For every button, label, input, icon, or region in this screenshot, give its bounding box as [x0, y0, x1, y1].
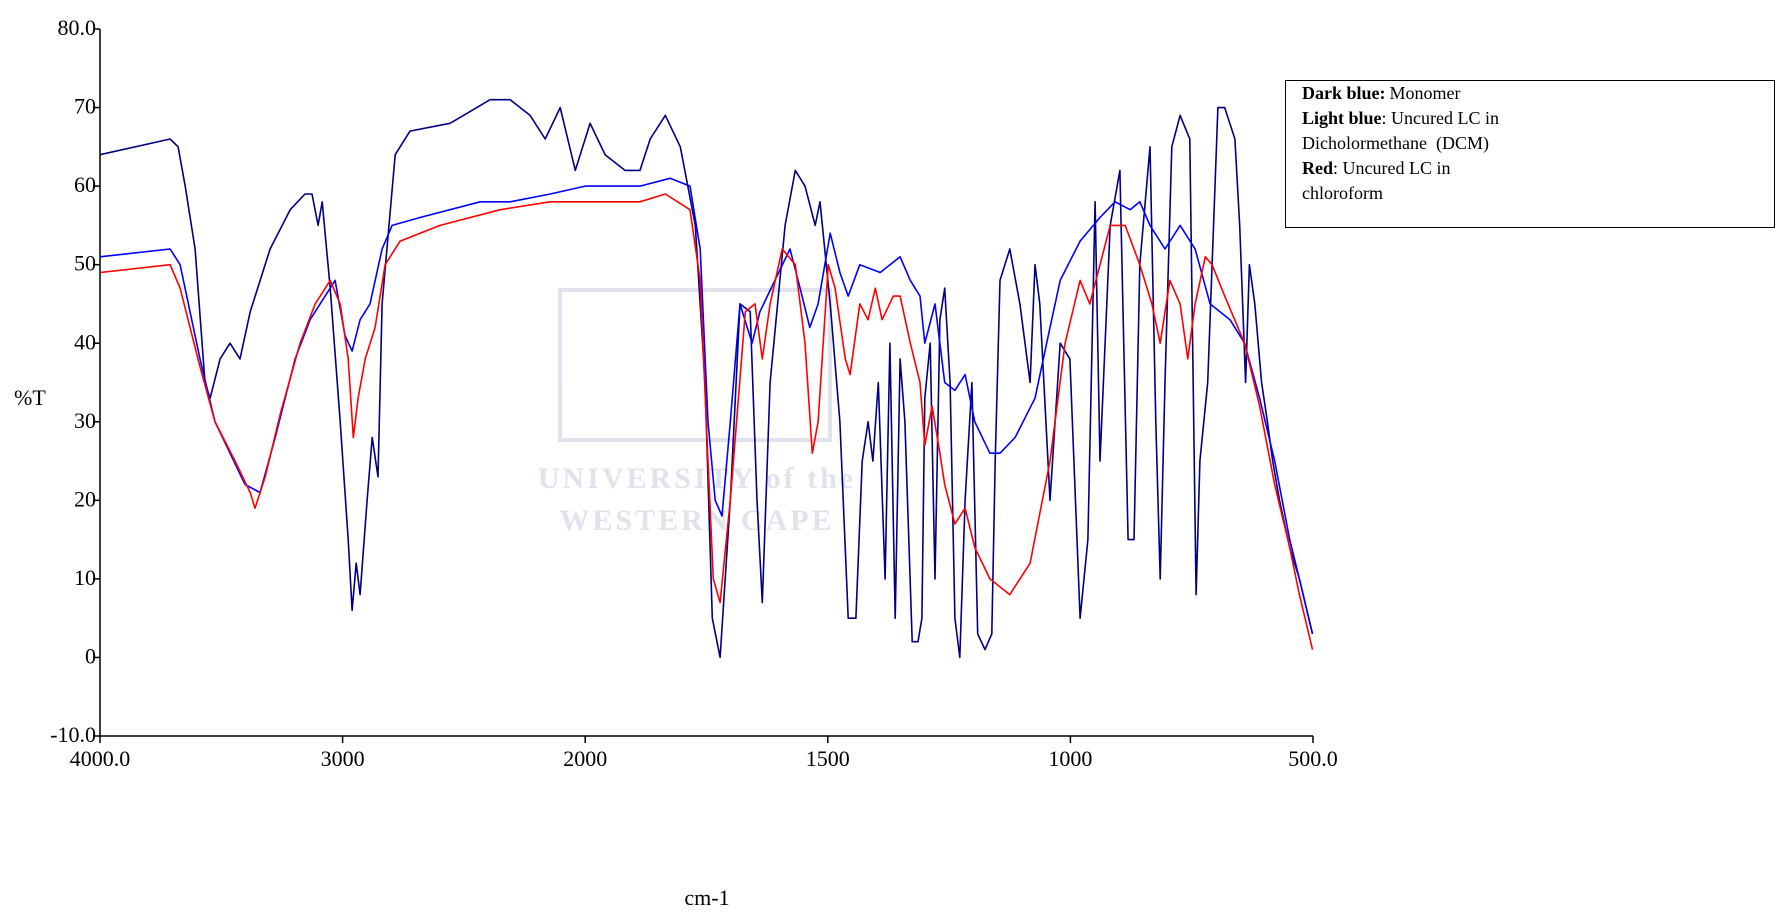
- y-tick-label: 70: [74, 94, 96, 119]
- legend-entry: Red: Uncured LC in chloroform: [1302, 156, 1517, 206]
- legend-key: Light blue: [1302, 108, 1382, 128]
- y-tick-label: 80.0: [58, 15, 97, 40]
- x-axis-label: cm-1: [684, 885, 729, 910]
- series-line: [99, 98, 1314, 659]
- legend-label: : Uncured LC in Dicholormethane (DCM): [1302, 108, 1504, 153]
- x-tick-label: 1500: [806, 746, 850, 771]
- series-line: [99, 193, 1314, 650]
- watermark-building: [558, 288, 832, 442]
- y-tick-label: 40: [74, 329, 96, 354]
- x-tick-label: 500.0: [1288, 746, 1338, 771]
- watermark-text: UNIVERSITY of the: [538, 462, 856, 495]
- y-axis-label: %T: [14, 385, 46, 410]
- legend-entry: Dark blue: Monomer: [1302, 81, 1517, 106]
- legend-label: Monomer: [1389, 83, 1461, 103]
- y-tick-label: 10: [74, 565, 96, 590]
- x-tick-label: 2000: [563, 746, 607, 771]
- y-tick-label: 0: [85, 643, 96, 668]
- y-tick-label: -10.0: [50, 722, 96, 747]
- legend-key: Red: [1302, 158, 1333, 178]
- watermark-text: WESTERN CAPE: [559, 504, 834, 537]
- watermark: UNIVERSITY of the WESTERN CAPE: [538, 288, 856, 537]
- y-tick-label: 30: [74, 408, 96, 433]
- legend: Dark blue: Monomer Light blue: Uncured LC …: [1285, 80, 1775, 228]
- y-tick-label: 60: [74, 172, 96, 197]
- x-tick-label: 4000.0: [70, 746, 131, 771]
- y-tick-label: 20: [74, 486, 96, 511]
- y-tick-label: 50: [74, 251, 96, 276]
- legend-key: Dark blue:: [1302, 83, 1386, 103]
- legend-label: : Uncured LC in chloroform: [1302, 158, 1455, 203]
- legend-entry: Light blue: Uncured LC in Dicholormethan…: [1302, 106, 1517, 156]
- x-tick-label: 3000: [321, 746, 365, 771]
- x-tick-label: 1000: [1048, 746, 1092, 771]
